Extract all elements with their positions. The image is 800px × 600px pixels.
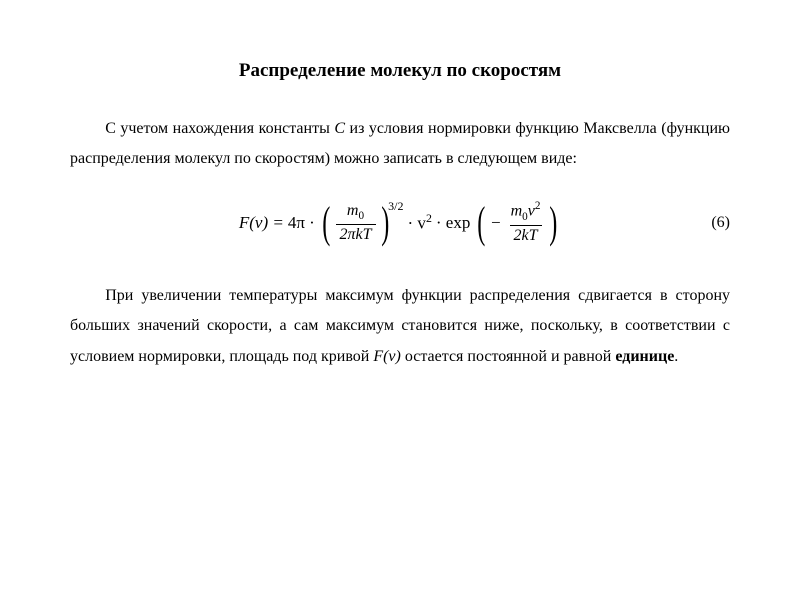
frac2-v2: 2 [535,200,541,212]
eq-pow-32: 3/2 [388,199,403,214]
equation-row: F(v) = 4π · ( m0 2πkT ) 3/2 · v2 · exp ( [70,193,730,253]
frac1-den: 2πkT [336,224,376,244]
paragraph-1: С учетом нахождения константы C из услов… [70,114,730,175]
eq-frac-2: m0v2 2kT [507,200,545,245]
page-title: Распределение молекул по скоростям [70,60,730,82]
frac1-m: m [347,202,359,219]
eq-v2sup: 2 [426,211,432,225]
frac2-sub0: 0 [522,211,528,223]
p2-unit: единице [615,348,674,365]
eq-neg: − [491,213,501,233]
equation-6: F(v) = 4π · ( m0 2πkT ) 3/2 · v2 · exp ( [239,200,561,245]
frac2-v: v [528,203,535,220]
frac2-den: 2kT [510,225,542,245]
eq-frac-1: m0 2πkT [336,202,376,244]
equation-number: (6) [711,214,730,232]
p2-dot: . [674,348,678,365]
paragraph-2: При увеличении температуры максимум функ… [70,281,730,372]
constant-c: C [334,120,345,137]
eq-lhs: F(v) = [239,213,284,233]
eq-bracket-1: ( m0 2πkT ) 3/2 [319,201,404,245]
eq-bracket-2: ( − m0v2 2kT ) [474,200,561,245]
p1-lead: С учетом нахождения константы [105,120,334,137]
eq-4pi: 4π · [288,213,315,233]
lparen2-icon: ( [478,201,486,245]
p2-b: остается постоянной и равной [401,348,615,365]
frac2-m: m [511,203,523,220]
p2-fv: F(v) [373,348,401,365]
document-page: Распределение молекул по скоростям С уче… [0,0,800,430]
rparen2-icon: ) [550,201,558,245]
eq-dot-v: · v [408,214,426,233]
eq-dot-exp: · exp [436,213,470,233]
lparen-icon: ( [322,201,330,245]
frac1-sub0: 0 [358,210,364,222]
